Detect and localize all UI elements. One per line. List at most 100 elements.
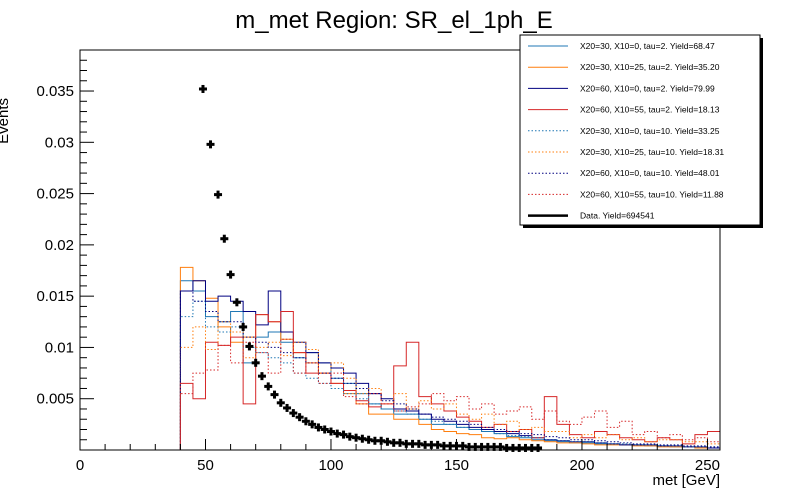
data-point-v bbox=[404, 439, 408, 448]
series-4-histogram bbox=[80, 300, 721, 451]
series-1-histogram bbox=[80, 266, 721, 451]
data-point-v bbox=[536, 443, 540, 452]
x-axis-label: met [GeV] bbox=[652, 472, 720, 489]
data-point bbox=[496, 442, 505, 451]
data-point bbox=[226, 270, 235, 279]
data-point bbox=[308, 420, 317, 429]
data-point bbox=[389, 438, 398, 447]
chart-title: m_met Region: SR_el_1ph_E bbox=[235, 7, 553, 34]
data-point bbox=[358, 434, 367, 443]
data-point-v bbox=[392, 438, 396, 447]
data-point bbox=[283, 403, 292, 412]
legend-entry: X20=30, X10=25, tau=2. Yield=35.20 bbox=[580, 62, 720, 72]
data-point-v bbox=[486, 442, 490, 451]
data-point-v bbox=[273, 390, 277, 399]
data-point-v bbox=[367, 435, 371, 444]
data-point bbox=[408, 439, 417, 448]
data-point bbox=[206, 140, 215, 149]
data-point bbox=[508, 443, 517, 452]
data-point bbox=[534, 443, 543, 452]
data-point-v bbox=[285, 403, 289, 412]
data-point bbox=[320, 425, 329, 434]
data-point-v bbox=[298, 413, 302, 422]
data-point-v bbox=[398, 438, 402, 447]
data-point bbox=[383, 437, 392, 446]
data-point-v bbox=[467, 442, 471, 451]
data-point-v bbox=[517, 443, 521, 452]
data-point-v bbox=[241, 322, 245, 331]
data-point-v bbox=[254, 358, 258, 367]
y-tick-label: 0.03 bbox=[45, 134, 74, 151]
data-point bbox=[276, 398, 285, 407]
data-point-v bbox=[201, 84, 205, 93]
data-point bbox=[483, 442, 492, 451]
data-point bbox=[214, 190, 223, 199]
data-point bbox=[295, 413, 304, 422]
data-point-v bbox=[442, 441, 446, 450]
data-point bbox=[370, 436, 379, 445]
data-point-v bbox=[222, 234, 226, 243]
data-point-v bbox=[323, 425, 327, 434]
data-point-v bbox=[461, 441, 465, 450]
data-point bbox=[414, 439, 423, 448]
series-0-histogram bbox=[80, 280, 721, 451]
data-point bbox=[377, 436, 386, 445]
data-point-v bbox=[373, 436, 377, 445]
data-point bbox=[239, 322, 248, 331]
x-tick-label: 150 bbox=[444, 457, 469, 474]
axes: 0 50 100 150 200 250 0.005 0.01 0.015 0.02 0.025 0.… bbox=[36, 49, 721, 474]
data-point bbox=[339, 430, 348, 439]
data-point bbox=[257, 372, 266, 381]
data-point-v bbox=[448, 441, 452, 450]
data-point-v bbox=[436, 440, 440, 449]
data-point bbox=[198, 84, 207, 93]
series-3-histogram bbox=[80, 311, 721, 451]
x-tick-label: 50 bbox=[197, 457, 214, 474]
data-point bbox=[433, 440, 442, 449]
data-point-v bbox=[360, 434, 364, 443]
data-point bbox=[251, 358, 260, 367]
plot-frame bbox=[79, 49, 721, 451]
data-point bbox=[352, 433, 361, 442]
y-axis-label: Events bbox=[0, 98, 12, 144]
x-tick-label: 0 bbox=[76, 457, 84, 474]
data-point-v bbox=[523, 443, 527, 452]
data-point-v bbox=[342, 430, 346, 439]
legend-entry: X20=30, X10=0, tau=2. Yield=68.47 bbox=[580, 41, 715, 51]
data-point bbox=[220, 234, 229, 243]
data-point-v bbox=[473, 442, 477, 451]
plot-area bbox=[80, 84, 721, 452]
series-2-histogram bbox=[80, 280, 721, 451]
data-point bbox=[245, 342, 254, 351]
data-point-v bbox=[310, 420, 314, 429]
data-point-v bbox=[348, 432, 352, 441]
x-tick-label: 100 bbox=[318, 457, 343, 474]
data-point-v bbox=[209, 140, 213, 149]
data-point bbox=[289, 409, 298, 418]
data-point bbox=[446, 441, 455, 450]
data-point-v bbox=[329, 427, 333, 436]
data-point-v bbox=[335, 429, 339, 438]
legend-entry: X20=60, X10=55, tau=2. Yield=18.13 bbox=[580, 105, 720, 115]
data-point bbox=[402, 439, 411, 448]
legend-entry: X20=30, X10=0, tau=10. Yield=33.25 bbox=[580, 126, 720, 136]
data-point-v bbox=[511, 443, 515, 452]
data-point-v bbox=[354, 433, 358, 442]
data-point-v bbox=[304, 417, 308, 426]
data-point-v bbox=[423, 440, 427, 449]
legend: X20=30, X10=0, tau=2. Yield=68.47 X20=30,… bbox=[519, 34, 763, 228]
data-point bbox=[458, 441, 467, 450]
data-point bbox=[345, 432, 354, 441]
y-tick-label: 0.035 bbox=[36, 83, 74, 100]
data-point bbox=[232, 298, 241, 307]
data-point bbox=[439, 441, 448, 450]
data-point bbox=[421, 440, 430, 449]
data-point-v bbox=[417, 439, 421, 448]
data-point-v bbox=[498, 442, 502, 451]
data-point-v bbox=[385, 437, 389, 446]
data-point-v bbox=[492, 442, 496, 451]
data-point bbox=[465, 442, 474, 451]
data-point bbox=[521, 443, 530, 452]
data-point bbox=[326, 427, 335, 436]
series-5-histogram bbox=[80, 321, 721, 451]
